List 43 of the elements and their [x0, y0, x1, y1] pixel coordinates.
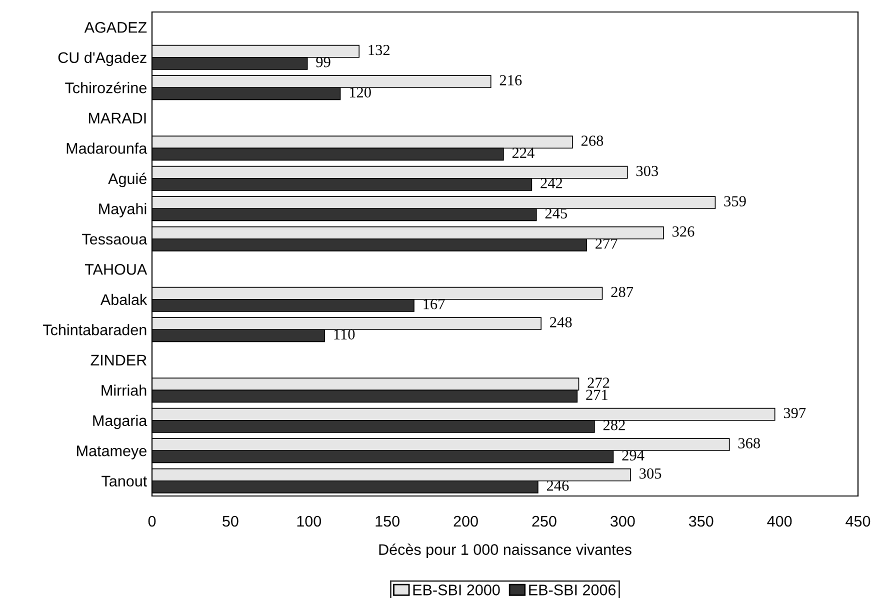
y-tick-label: AGADEZ: [84, 22, 147, 33]
legend-label: EB-SBI 2000: [413, 584, 500, 596]
y-tick-label: Matameye: [77, 446, 146, 460]
y-tick-label: Magaria: [93, 414, 148, 430]
y-tick-label: Abalak: [100, 294, 148, 306]
y-tick-label: Mayahi: [99, 203, 146, 218]
y-tick-label: Tchirozérine: [65, 82, 146, 94]
y-tick-label: Mirriah: [102, 384, 146, 396]
y-tick-label: Tessaoua: [82, 234, 148, 245]
data-label: 303: [636, 166, 658, 176]
x-tick-label: 300: [610, 516, 635, 527]
x-tick-label: 250: [532, 516, 556, 527]
y-tick-label: Tchintabaraden: [43, 324, 146, 336]
data-label: 359: [724, 196, 746, 206]
y-tick-label: ZINDER: [90, 354, 146, 366]
data-label: 272: [588, 378, 610, 388]
data-label: 268: [581, 136, 604, 146]
data-label: 132: [368, 44, 390, 56]
x-tick-label: 200: [454, 516, 478, 527]
x-tick-label: 400: [767, 516, 792, 527]
data-label: 397: [784, 408, 806, 418]
y-tick-label: TAHOUA: [84, 264, 148, 275]
data-label: 305: [640, 468, 662, 479]
data-label: 271: [586, 390, 608, 400]
data-label: 368: [738, 438, 760, 448]
legend-label: EB-SBI 2006: [529, 584, 616, 596]
y-tick-label: MARADI: [88, 112, 146, 124]
data-label: 110: [334, 329, 355, 340]
y-tick-label: CU d'Agadez: [58, 52, 146, 66]
data-label: 326: [672, 226, 694, 237]
x-axis-title: Décès pour 1 000 naissance vivantes: [379, 544, 632, 558]
x-tick-label: 100: [297, 516, 322, 527]
x-tick-label: 350: [688, 516, 714, 527]
data-label: 216: [500, 75, 522, 86]
x-tick-label: 0: [148, 516, 156, 527]
data-label: 248: [550, 317, 572, 328]
x-tick-label: 50: [222, 516, 238, 527]
x-tick-label: 450: [846, 516, 870, 527]
data-label: 287: [611, 286, 634, 298]
y-tick-label: Madarounfa: [66, 142, 148, 154]
y-tick-label: Tanout: [102, 476, 148, 487]
x-tick-label: 150: [376, 516, 400, 527]
y-tick-label: Aguié: [108, 172, 146, 188]
